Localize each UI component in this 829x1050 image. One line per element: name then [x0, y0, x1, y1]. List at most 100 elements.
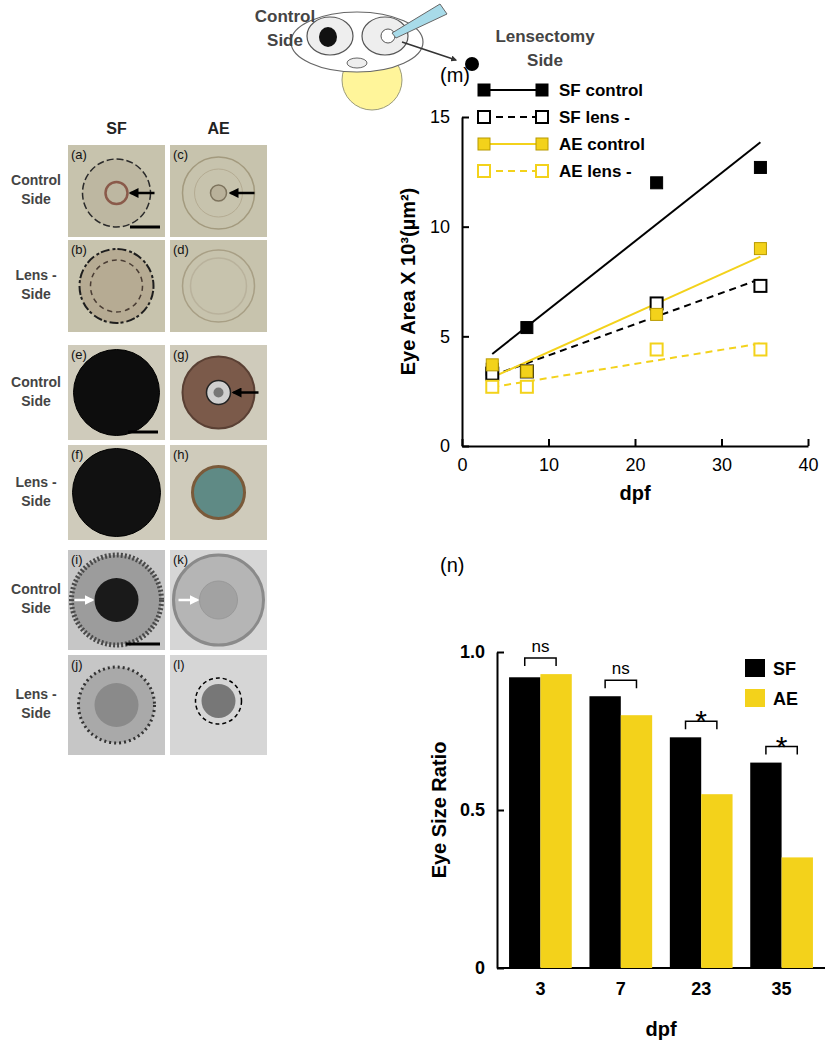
schematic-label: Lensectomy: [495, 27, 595, 46]
legend-marker: [536, 111, 548, 123]
photo-background: [68, 445, 165, 540]
tick: 3: [535, 968, 545, 999]
schematic: ControlSideLensectomySide: [255, 4, 595, 110]
scale-bar: [130, 226, 160, 229]
photo-background: [170, 345, 267, 440]
eye-shape: [95, 683, 139, 727]
panel-label: (f): [71, 447, 83, 462]
legend: SF controlSF lens -AE controlAE lens -: [478, 81, 645, 181]
tick-mark: [497, 652, 504, 654]
row-label: Lens -: [15, 686, 57, 702]
legend-marker: [478, 165, 490, 177]
photo-background: [170, 145, 267, 237]
tick: 7: [616, 968, 626, 999]
legend-label: SF lens -: [559, 108, 630, 127]
eye-shape: [214, 388, 224, 398]
panel-label: (j): [71, 657, 83, 672]
column-header: AE: [207, 120, 230, 137]
eye-shape: [207, 381, 231, 405]
bar: [670, 737, 701, 968]
tick: 10: [539, 439, 559, 475]
lens-operated: [381, 29, 395, 43]
tick-label: 0: [457, 455, 467, 475]
photo: (a): [68, 145, 165, 237]
tick-label: 1.0: [460, 642, 485, 662]
photo: (j): [68, 655, 165, 755]
arrow: [75, 599, 93, 602]
y-axis-title: Eye Area X 10³(µm²): [397, 188, 419, 376]
photo-background: [68, 240, 165, 332]
panel-label: (c): [173, 147, 188, 162]
legend-label: AE: [773, 689, 798, 709]
photo: (e): [68, 345, 165, 440]
point: [651, 308, 663, 320]
trend-line: [492, 142, 760, 354]
tick-label: 5: [440, 327, 450, 347]
bar: [540, 674, 571, 968]
panel-label: (l): [173, 657, 185, 672]
bar: [782, 857, 813, 968]
eye-shape: [183, 250, 255, 322]
tick-mark: [721, 439, 723, 446]
legend-line: [484, 170, 542, 172]
tick: 40: [798, 439, 818, 475]
pipette: [392, 4, 447, 38]
significance-label: ns: [612, 659, 630, 678]
tick-mark: [808, 439, 810, 446]
row-label: Control: [11, 581, 61, 597]
panel-label: (d): [173, 242, 189, 257]
panel-label: (a): [71, 147, 87, 162]
eye-shape: [95, 578, 139, 622]
eye-shape: [191, 258, 247, 314]
legend-label: AE control: [559, 135, 645, 154]
bar: [509, 677, 540, 968]
photo: (l): [170, 655, 267, 755]
eye-shape: [72, 555, 162, 645]
schematic-label: Side: [527, 51, 563, 70]
tick: 15: [430, 107, 469, 127]
photo: (c): [170, 145, 267, 237]
annotations: nsns**: [525, 637, 798, 762]
eye-shape: [80, 249, 154, 323]
tick-mark: [497, 968, 504, 970]
photo: (d): [170, 240, 267, 332]
tick: 23: [691, 968, 711, 999]
arrow: [234, 391, 259, 394]
legend-marker: [478, 111, 490, 123]
tick: 0: [440, 436, 469, 456]
photo: (i): [68, 550, 165, 650]
row-label: Lens -: [15, 267, 57, 283]
bar: [750, 763, 781, 968]
point: [754, 280, 766, 292]
legend-line: [484, 89, 542, 91]
tick-label: 0.5: [460, 800, 485, 820]
arrow: [402, 42, 456, 60]
legend-label: SF: [773, 659, 796, 679]
photo: (b): [68, 240, 165, 332]
tick: 35: [772, 968, 792, 999]
bracket: [605, 680, 636, 688]
tick: 1.0: [460, 642, 504, 662]
mouth: [347, 58, 367, 68]
tick-mark: [462, 446, 469, 448]
tick-mark: [548, 439, 550, 446]
tick-label: 23: [691, 979, 711, 999]
legend-marker: [536, 138, 548, 150]
schematic-label: Control: [255, 7, 315, 26]
trend-line: [492, 257, 760, 378]
row-label: Control: [11, 374, 61, 390]
tick: 0.5: [460, 800, 504, 820]
panel-title: (n): [440, 554, 464, 576]
tick: 0: [475, 958, 504, 978]
y-axis: 0 0.5 1.0: [460, 642, 504, 978]
point: [486, 359, 498, 371]
tick-mark: [635, 439, 637, 446]
tick-mark: [462, 336, 469, 338]
panel-label: (b): [71, 242, 87, 257]
point: [521, 365, 533, 377]
point: [651, 343, 663, 355]
point: [754, 343, 766, 355]
eye-shape: [79, 667, 155, 743]
scale-bar: [128, 431, 158, 434]
eye-shape: [200, 581, 238, 619]
